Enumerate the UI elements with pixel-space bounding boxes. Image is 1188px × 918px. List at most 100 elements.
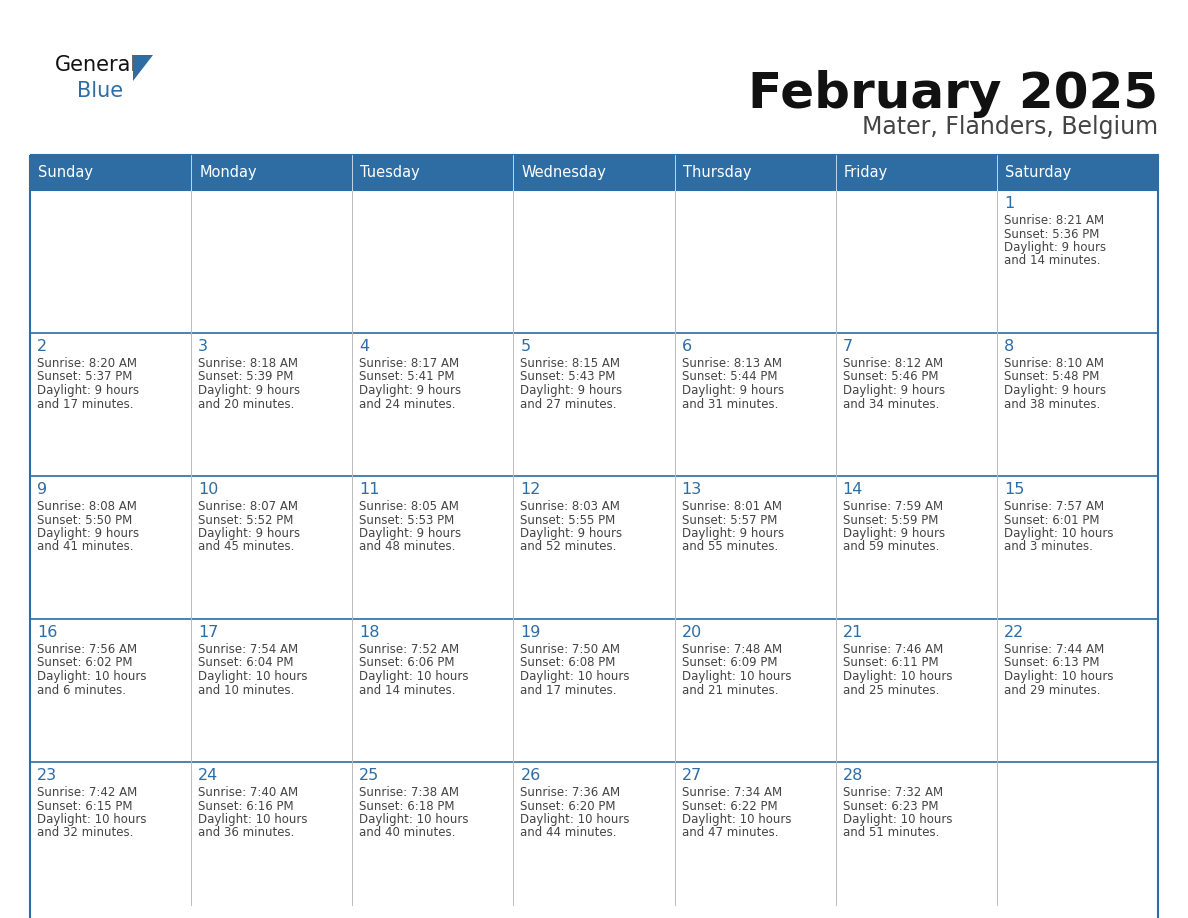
Text: Sunset: 5:39 PM: Sunset: 5:39 PM	[198, 371, 293, 384]
Text: and 36 minutes.: and 36 minutes.	[198, 826, 295, 839]
Bar	[675, 619, 835, 762]
Bar	[191, 155, 353, 190]
Text: 17: 17	[198, 625, 219, 640]
Text: Sunrise: 8:08 AM: Sunrise: 8:08 AM	[37, 500, 137, 513]
Bar	[191, 333, 353, 476]
Text: 6: 6	[682, 339, 691, 354]
Text: Sunset: 5:55 PM: Sunset: 5:55 PM	[520, 513, 615, 527]
Text: 8: 8	[1004, 339, 1015, 354]
Text: 21: 21	[842, 625, 864, 640]
Text: 26: 26	[520, 768, 541, 783]
Text: 5: 5	[520, 339, 531, 354]
Text: Sunrise: 8:13 AM: Sunrise: 8:13 AM	[682, 357, 782, 370]
Text: Sunrise: 7:32 AM: Sunrise: 7:32 AM	[842, 786, 943, 799]
Bar	[513, 333, 675, 476]
Text: Daylight: 10 hours: Daylight: 10 hours	[842, 670, 953, 683]
Text: 13: 13	[682, 482, 702, 497]
Bar	[30, 619, 191, 762]
Text: Daylight: 10 hours: Daylight: 10 hours	[359, 670, 469, 683]
Bar	[353, 333, 513, 476]
Text: Sunset: 5:59 PM: Sunset: 5:59 PM	[842, 513, 939, 527]
Text: 23: 23	[37, 768, 57, 783]
Text: Sunrise: 7:34 AM: Sunrise: 7:34 AM	[682, 786, 782, 799]
Text: and 6 minutes.: and 6 minutes.	[37, 684, 126, 697]
Text: Tuesday: Tuesday	[360, 165, 421, 180]
Text: Daylight: 9 hours: Daylight: 9 hours	[198, 527, 301, 540]
Text: 18: 18	[359, 625, 380, 640]
Text: Sunrise: 8:21 AM: Sunrise: 8:21 AM	[1004, 214, 1104, 227]
Text: Sunrise: 8:17 AM: Sunrise: 8:17 AM	[359, 357, 460, 370]
Bar	[835, 762, 997, 905]
Text: Sunrise: 7:46 AM: Sunrise: 7:46 AM	[842, 643, 943, 656]
Text: and 10 minutes.: and 10 minutes.	[198, 684, 295, 697]
Text: and 41 minutes.: and 41 minutes.	[37, 541, 133, 554]
Text: 11: 11	[359, 482, 380, 497]
Text: Daylight: 10 hours: Daylight: 10 hours	[1004, 527, 1113, 540]
Text: 16: 16	[37, 625, 57, 640]
Bar	[353, 619, 513, 762]
Text: Sunrise: 7:56 AM: Sunrise: 7:56 AM	[37, 643, 137, 656]
Text: and 3 minutes.: and 3 minutes.	[1004, 541, 1093, 554]
Text: Sunrise: 7:52 AM: Sunrise: 7:52 AM	[359, 643, 460, 656]
Text: Daylight: 9 hours: Daylight: 9 hours	[682, 384, 784, 397]
Text: 20: 20	[682, 625, 702, 640]
Bar	[513, 190, 675, 333]
Text: Daylight: 9 hours: Daylight: 9 hours	[359, 527, 461, 540]
Text: and 14 minutes.: and 14 minutes.	[1004, 254, 1100, 267]
Text: Sunset: 6:02 PM: Sunset: 6:02 PM	[37, 656, 133, 669]
Bar	[675, 762, 835, 905]
Text: 15: 15	[1004, 482, 1024, 497]
Text: Sunset: 6:18 PM: Sunset: 6:18 PM	[359, 800, 455, 812]
Text: and 29 minutes.: and 29 minutes.	[1004, 684, 1100, 697]
Bar	[353, 762, 513, 905]
Text: Sunrise: 7:57 AM: Sunrise: 7:57 AM	[1004, 500, 1104, 513]
Text: Sunset: 6:04 PM: Sunset: 6:04 PM	[198, 656, 293, 669]
Bar	[30, 155, 1158, 918]
Bar	[191, 476, 353, 619]
Text: Sunrise: 8:03 AM: Sunrise: 8:03 AM	[520, 500, 620, 513]
Text: and 45 minutes.: and 45 minutes.	[198, 541, 295, 554]
Text: Sunset: 6:11 PM: Sunset: 6:11 PM	[842, 656, 939, 669]
Text: Daylight: 9 hours: Daylight: 9 hours	[198, 384, 301, 397]
Bar	[191, 619, 353, 762]
Text: Mater, Flanders, Belgium: Mater, Flanders, Belgium	[861, 115, 1158, 139]
Text: Sunset: 6:15 PM: Sunset: 6:15 PM	[37, 800, 133, 812]
Text: General: General	[55, 55, 138, 75]
Text: Sunset: 6:13 PM: Sunset: 6:13 PM	[1004, 656, 1099, 669]
Text: and 20 minutes.: and 20 minutes.	[198, 397, 295, 410]
Text: 25: 25	[359, 768, 379, 783]
Bar	[30, 476, 191, 619]
Text: and 31 minutes.: and 31 minutes.	[682, 397, 778, 410]
Bar	[191, 762, 353, 905]
Text: Sunrise: 7:50 AM: Sunrise: 7:50 AM	[520, 643, 620, 656]
Text: 7: 7	[842, 339, 853, 354]
Text: and 48 minutes.: and 48 minutes.	[359, 541, 456, 554]
Bar	[997, 762, 1158, 905]
Text: Blue: Blue	[77, 81, 124, 101]
Bar	[675, 333, 835, 476]
Bar	[835, 333, 997, 476]
Text: Sunset: 5:37 PM: Sunset: 5:37 PM	[37, 371, 132, 384]
Bar	[835, 155, 997, 190]
Text: Sunset: 5:48 PM: Sunset: 5:48 PM	[1004, 371, 1099, 384]
Text: 19: 19	[520, 625, 541, 640]
Text: Daylight: 10 hours: Daylight: 10 hours	[842, 813, 953, 826]
Bar	[675, 190, 835, 333]
Text: Daylight: 9 hours: Daylight: 9 hours	[682, 527, 784, 540]
Text: Sunrise: 7:44 AM: Sunrise: 7:44 AM	[1004, 643, 1104, 656]
Text: Sunset: 6:22 PM: Sunset: 6:22 PM	[682, 800, 777, 812]
Text: Daylight: 9 hours: Daylight: 9 hours	[842, 384, 944, 397]
Text: Sunset: 5:43 PM: Sunset: 5:43 PM	[520, 371, 615, 384]
Bar	[353, 476, 513, 619]
Text: 10: 10	[198, 482, 219, 497]
Bar	[30, 190, 191, 333]
Text: Sunrise: 8:15 AM: Sunrise: 8:15 AM	[520, 357, 620, 370]
Bar	[353, 155, 513, 190]
Text: Sunset: 5:36 PM: Sunset: 5:36 PM	[1004, 228, 1099, 241]
Text: and 17 minutes.: and 17 minutes.	[37, 397, 133, 410]
Bar	[835, 619, 997, 762]
Bar	[675, 155, 835, 190]
Text: and 24 minutes.: and 24 minutes.	[359, 397, 456, 410]
Text: Sunset: 5:46 PM: Sunset: 5:46 PM	[842, 371, 939, 384]
Bar	[353, 190, 513, 333]
